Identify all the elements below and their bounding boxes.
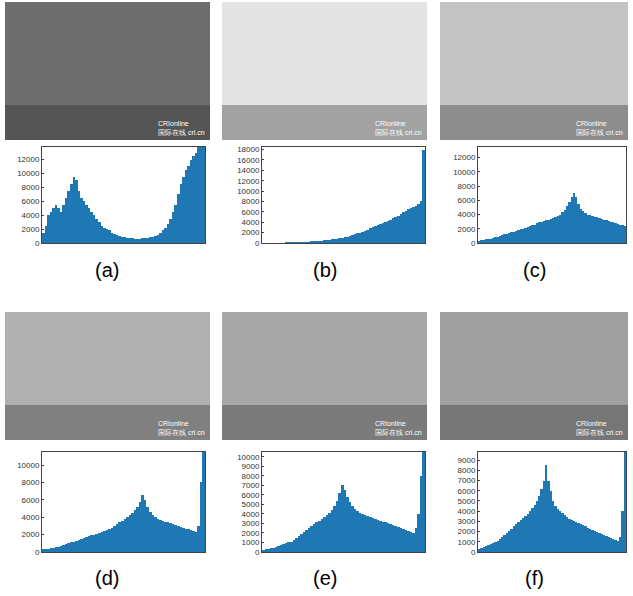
svg-text:4000: 4000 xyxy=(22,211,40,220)
svg-text:CRIonline国际在线 cri.cn: CRIonline国际在线 cri.cn xyxy=(158,420,205,436)
svg-text:2000: 2000 xyxy=(242,228,260,237)
svg-text:CRIonline国际在线 cri.cn: CRIonline国际在线 cri.cn xyxy=(375,120,422,136)
svg-text:12000: 12000 xyxy=(453,153,476,162)
svg-text:4000: 4000 xyxy=(242,510,260,519)
svg-text:8000: 8000 xyxy=(22,478,40,487)
svg-text:4000: 4000 xyxy=(458,210,476,219)
svg-text:6000: 6000 xyxy=(22,496,40,505)
svg-text:6000: 6000 xyxy=(22,197,40,206)
svg-text:4000: 4000 xyxy=(458,507,476,516)
svg-text:(b): (b) xyxy=(313,259,337,281)
svg-text:8000: 8000 xyxy=(242,472,260,481)
svg-text:4000: 4000 xyxy=(22,513,40,522)
svg-text:7000: 7000 xyxy=(242,481,260,490)
svg-text:2000: 2000 xyxy=(458,527,476,536)
svg-text:18000: 18000 xyxy=(237,145,260,154)
svg-text:2000: 2000 xyxy=(22,530,40,539)
svg-text:(a): (a) xyxy=(95,259,119,281)
svg-text:6000: 6000 xyxy=(242,208,260,217)
svg-text:(f): (f) xyxy=(525,567,544,589)
svg-text:2000: 2000 xyxy=(22,225,40,234)
svg-text:CRIonline国际在线 cri.cn: CRIonline国际在线 cri.cn xyxy=(158,120,205,136)
svg-text:10000: 10000 xyxy=(17,169,40,178)
svg-text:3000: 3000 xyxy=(242,519,260,528)
svg-text:4000: 4000 xyxy=(242,218,260,227)
svg-text:7000: 7000 xyxy=(458,476,476,485)
svg-text:9000: 9000 xyxy=(458,456,476,465)
svg-text:0: 0 xyxy=(255,239,260,248)
svg-text:(e): (e) xyxy=(313,567,337,589)
svg-text:(d): (d) xyxy=(95,567,119,589)
svg-text:CRIonline国际在线 cri.cn: CRIonline国际在线 cri.cn xyxy=(576,420,623,436)
svg-text:8000: 8000 xyxy=(22,183,40,192)
svg-text:6000: 6000 xyxy=(242,491,260,500)
svg-text:6000: 6000 xyxy=(458,487,476,496)
svg-text:10000: 10000 xyxy=(17,461,40,470)
svg-text:8000: 8000 xyxy=(458,466,476,475)
svg-text:CRIonline国际在线 cri.cn: CRIonline国际在线 cri.cn xyxy=(375,420,422,436)
svg-text:5000: 5000 xyxy=(458,497,476,506)
svg-text:9000: 9000 xyxy=(242,462,260,471)
svg-text:0: 0 xyxy=(35,548,40,557)
svg-text:10000: 10000 xyxy=(453,168,476,177)
svg-text:1000: 1000 xyxy=(242,538,260,547)
svg-text:14000: 14000 xyxy=(237,166,260,175)
svg-text:2000: 2000 xyxy=(458,225,476,234)
svg-text:8000: 8000 xyxy=(458,182,476,191)
svg-text:0: 0 xyxy=(471,239,476,248)
svg-text:8000: 8000 xyxy=(242,197,260,206)
svg-text:CRIonline国际在线 cri.cn: CRIonline国际在线 cri.cn xyxy=(576,120,623,136)
svg-text:(c): (c) xyxy=(523,259,546,281)
svg-text:12000: 12000 xyxy=(237,177,260,186)
svg-text:1000: 1000 xyxy=(458,538,476,547)
svg-text:0: 0 xyxy=(471,548,476,557)
svg-text:10000: 10000 xyxy=(237,187,260,196)
svg-text:0: 0 xyxy=(35,239,40,248)
svg-text:16000: 16000 xyxy=(237,156,260,165)
svg-text:3000: 3000 xyxy=(458,517,476,526)
svg-text:6000: 6000 xyxy=(458,196,476,205)
svg-text:10000: 10000 xyxy=(237,453,260,462)
svg-text:0: 0 xyxy=(255,548,260,557)
svg-text:12000: 12000 xyxy=(17,155,40,164)
svg-text:5000: 5000 xyxy=(242,500,260,509)
svg-text:2000: 2000 xyxy=(242,529,260,538)
